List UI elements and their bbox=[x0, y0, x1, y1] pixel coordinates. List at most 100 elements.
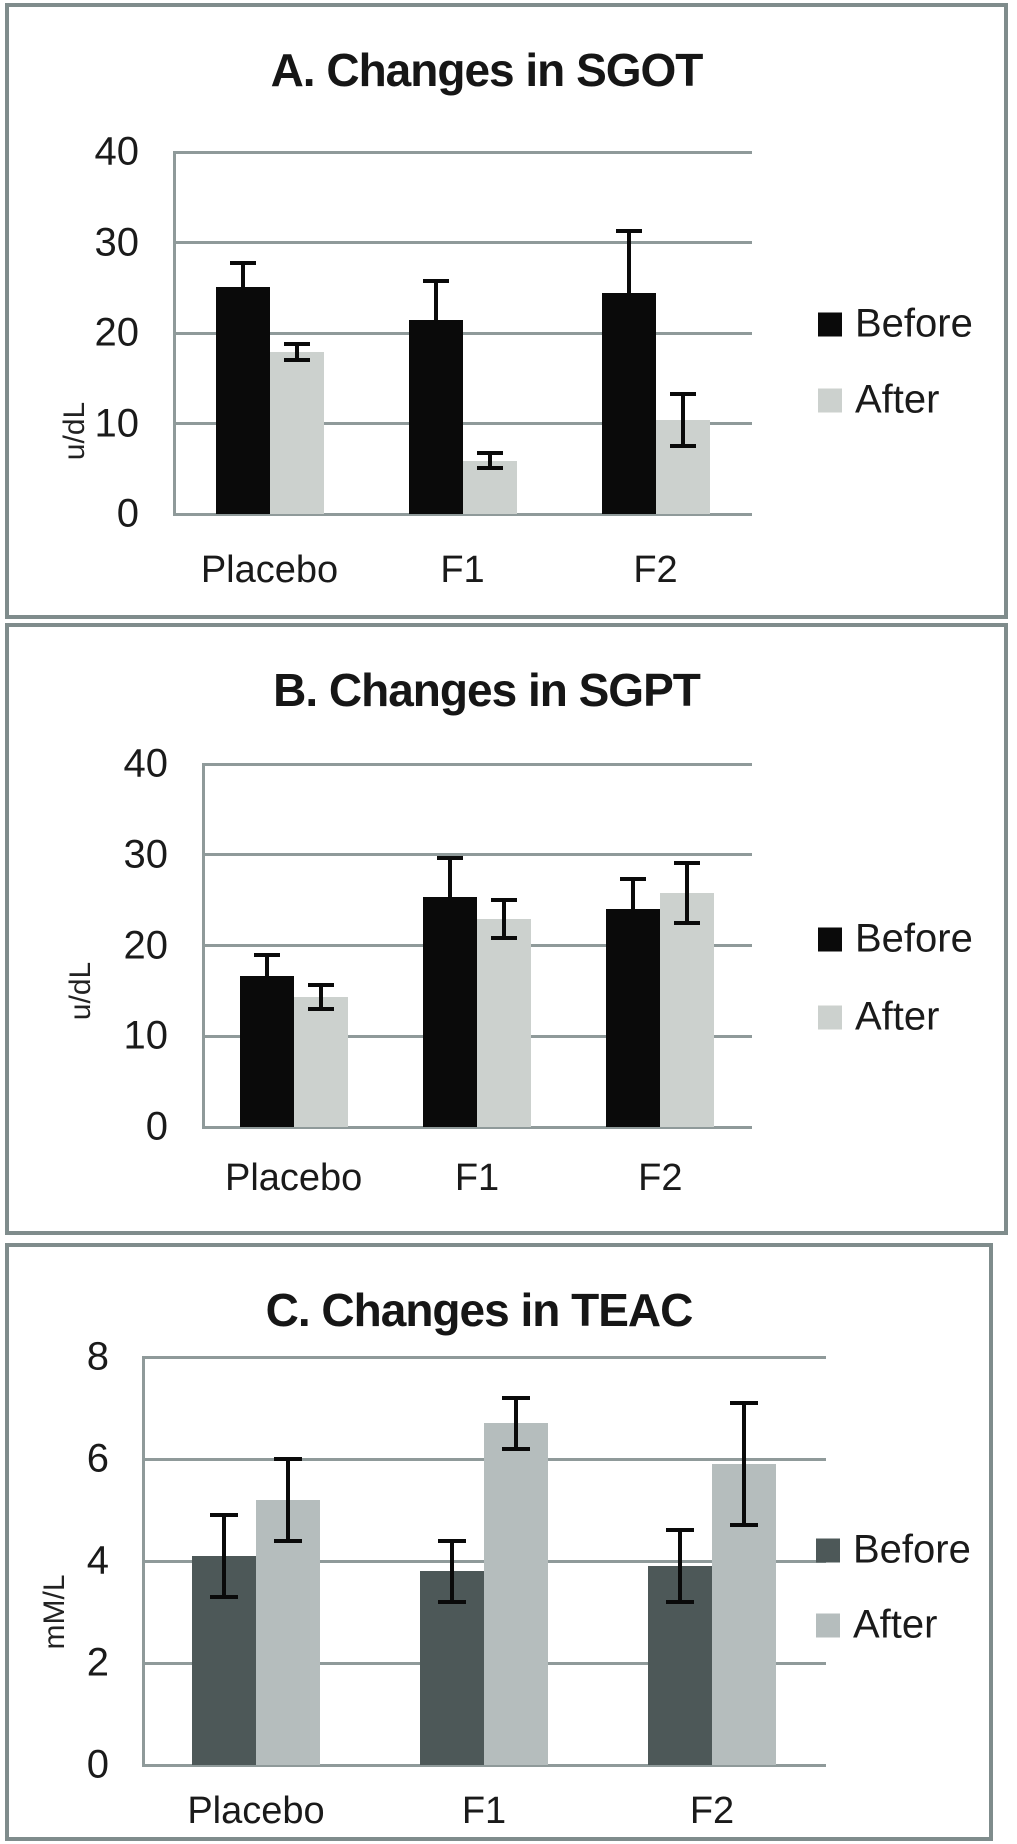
errorbar-cap-bottom-after-f1 bbox=[502, 1446, 530, 1451]
errorbar-cap-bottom-after-f2 bbox=[730, 1523, 758, 1528]
errorbar-cap-bottom-after-f2 bbox=[669, 444, 696, 449]
legend-swatch-after bbox=[816, 1613, 840, 1637]
chart-title-sgot: A. Changes in SGOT bbox=[270, 44, 704, 96]
errorbar-before-f1 bbox=[433, 280, 438, 361]
y-axis-line bbox=[202, 763, 205, 1128]
y-tick-label-6: 6 bbox=[86, 1436, 109, 1481]
errorbar-before-f1 bbox=[450, 1540, 454, 1602]
legend-label-after: After bbox=[855, 377, 940, 422]
errorbar-cap-bottom-before-placebo bbox=[229, 308, 256, 313]
errorbar-cap-top-before-placebo bbox=[210, 1513, 238, 1518]
y-tick-label-30: 30 bbox=[123, 832, 169, 877]
errorbar-cap-top-before-placebo bbox=[229, 261, 256, 266]
errorbar-cap-top-before-f1 bbox=[438, 1538, 466, 1543]
x-tick-label-f1: F1 bbox=[440, 549, 485, 591]
errorbar-after-f1 bbox=[502, 900, 506, 939]
gridline-0 bbox=[173, 512, 752, 516]
y-axis-line bbox=[173, 151, 176, 515]
legend-label-before: Before bbox=[855, 301, 973, 346]
y-tick-label-30: 30 bbox=[94, 220, 140, 264]
y-tick-label-0: 0 bbox=[116, 491, 139, 536]
errorbar-cap-top-after-f2 bbox=[674, 860, 701, 865]
errorbar-cap-bottom-after-placebo bbox=[274, 1538, 302, 1543]
x-tick-label-placebo: Placebo bbox=[224, 1157, 363, 1199]
errorbar-after-placebo bbox=[294, 343, 299, 361]
gridline-30 bbox=[173, 241, 752, 244]
y-axis-line bbox=[142, 1356, 145, 1766]
errorbar-cap-top-before-f1 bbox=[437, 856, 463, 861]
errorbar-before-placebo bbox=[240, 263, 245, 311]
errorbar-cap-bottom-after-f1 bbox=[476, 465, 503, 470]
x-tick-label-placebo: Placebo bbox=[200, 549, 339, 591]
gridline-40 bbox=[202, 762, 752, 766]
chart-title-teac: C. Changes in TEAC bbox=[265, 1284, 694, 1336]
legend-swatch-before bbox=[816, 1538, 840, 1562]
panel-sgpt-chart: B. Changes in SGPT u/dL 0 10 20 30 40 Placebo… bbox=[5, 623, 1008, 1235]
errorbar-after-placebo bbox=[286, 1459, 290, 1541]
errorbar-before-f2 bbox=[678, 1530, 682, 1602]
y-axis-label-teac: mM/L bbox=[38, 1574, 71, 1650]
errorbar-cap-top-before-f2 bbox=[666, 1528, 694, 1533]
legend-swatch-after bbox=[818, 388, 842, 412]
errorbar-cap-bottom-before-f2 bbox=[615, 353, 642, 358]
bar-before-f2 bbox=[606, 909, 661, 1127]
errorbar-cap-bottom-before-f1 bbox=[437, 934, 463, 939]
errorbar-before-f2 bbox=[631, 879, 636, 940]
legend-swatch-after bbox=[818, 1005, 842, 1029]
errorbar-cap-bottom-after-f2 bbox=[674, 920, 701, 925]
errorbar-cap-bottom-before-f2 bbox=[666, 1599, 694, 1604]
legend-item-after: After bbox=[818, 378, 939, 423]
errorbar-cap-top-before-f2 bbox=[620, 877, 647, 882]
y-axis-label-sgpt: u/dL bbox=[64, 961, 97, 1021]
gridline-40 bbox=[173, 150, 752, 154]
legend-label-after: After bbox=[853, 1602, 938, 1647]
errorbar-cap-top-after-f1 bbox=[476, 451, 503, 456]
y-tick-label-10: 10 bbox=[123, 1013, 169, 1058]
legend-item-after: After bbox=[816, 1603, 937, 1648]
errorbar-after-f1 bbox=[487, 453, 492, 468]
gridline-30 bbox=[202, 853, 752, 857]
y-tick-label-10: 10 bbox=[94, 401, 140, 445]
legend-label-before: Before bbox=[855, 916, 973, 961]
x-tick-label-f2: F2 bbox=[689, 1790, 735, 1832]
legend-item-after: After bbox=[818, 995, 939, 1040]
errorbar-after-f2 bbox=[680, 393, 685, 447]
errorbar-cap-bottom-before-f2 bbox=[620, 937, 647, 942]
errorbar-cap-top-after-f1 bbox=[502, 1395, 530, 1400]
errorbar-before-f2 bbox=[626, 230, 631, 356]
x-tick-label-placebo: Placebo bbox=[187, 1790, 325, 1832]
errorbar-cap-top-before-placebo bbox=[253, 953, 280, 958]
panel-teac-chart: C. Changes in TEAC mM/L 0 2 4 6 8 Placebo F1 F2… bbox=[5, 1243, 993, 1841]
gridline-8 bbox=[142, 1355, 826, 1359]
bar-before-placebo bbox=[215, 286, 270, 514]
errorbar-cap-bottom-before-f1 bbox=[438, 1599, 466, 1604]
gridline-20 bbox=[173, 331, 752, 335]
errorbar-cap-top-after-f2 bbox=[669, 391, 696, 396]
errorbar-cap-top-after-f2 bbox=[730, 1400, 758, 1405]
errorbar-after-f2 bbox=[742, 1402, 746, 1526]
errorbar-cap-top-before-f1 bbox=[422, 278, 449, 283]
errorbar-before-f1 bbox=[448, 858, 452, 937]
errorbar-cap-top-after-placebo bbox=[307, 983, 334, 988]
bar-after-placebo bbox=[256, 1499, 320, 1765]
errorbar-after-f2 bbox=[685, 862, 690, 923]
chart-title-sgpt: B. Changes in SGPT bbox=[273, 664, 701, 716]
y-tick-label-20: 20 bbox=[123, 923, 169, 967]
legend-item-before: Before bbox=[816, 1528, 971, 1573]
legend-label-after: After bbox=[855, 994, 940, 1039]
errorbar-before-placebo bbox=[222, 1515, 226, 1597]
bar-after-f2 bbox=[660, 892, 715, 1127]
y-tick-label-40: 40 bbox=[94, 129, 140, 174]
y-tick-label-40: 40 bbox=[123, 741, 169, 786]
errorbar-cap-bottom-before-placebo bbox=[210, 1594, 238, 1599]
x-tick-label-f2: F2 bbox=[638, 1157, 683, 1199]
errorbar-after-f1 bbox=[514, 1397, 518, 1449]
x-tick-label-f1: F1 bbox=[454, 1157, 500, 1199]
y-tick-label-20: 20 bbox=[94, 310, 140, 355]
x-tick-label-f2: F2 bbox=[633, 549, 678, 591]
legend-swatch-before bbox=[818, 312, 842, 336]
errorbar-after-placebo bbox=[318, 985, 323, 1010]
gridline-0 bbox=[202, 1125, 752, 1129]
legend-swatch-before bbox=[818, 927, 842, 951]
legend-item-before: Before bbox=[818, 917, 973, 962]
